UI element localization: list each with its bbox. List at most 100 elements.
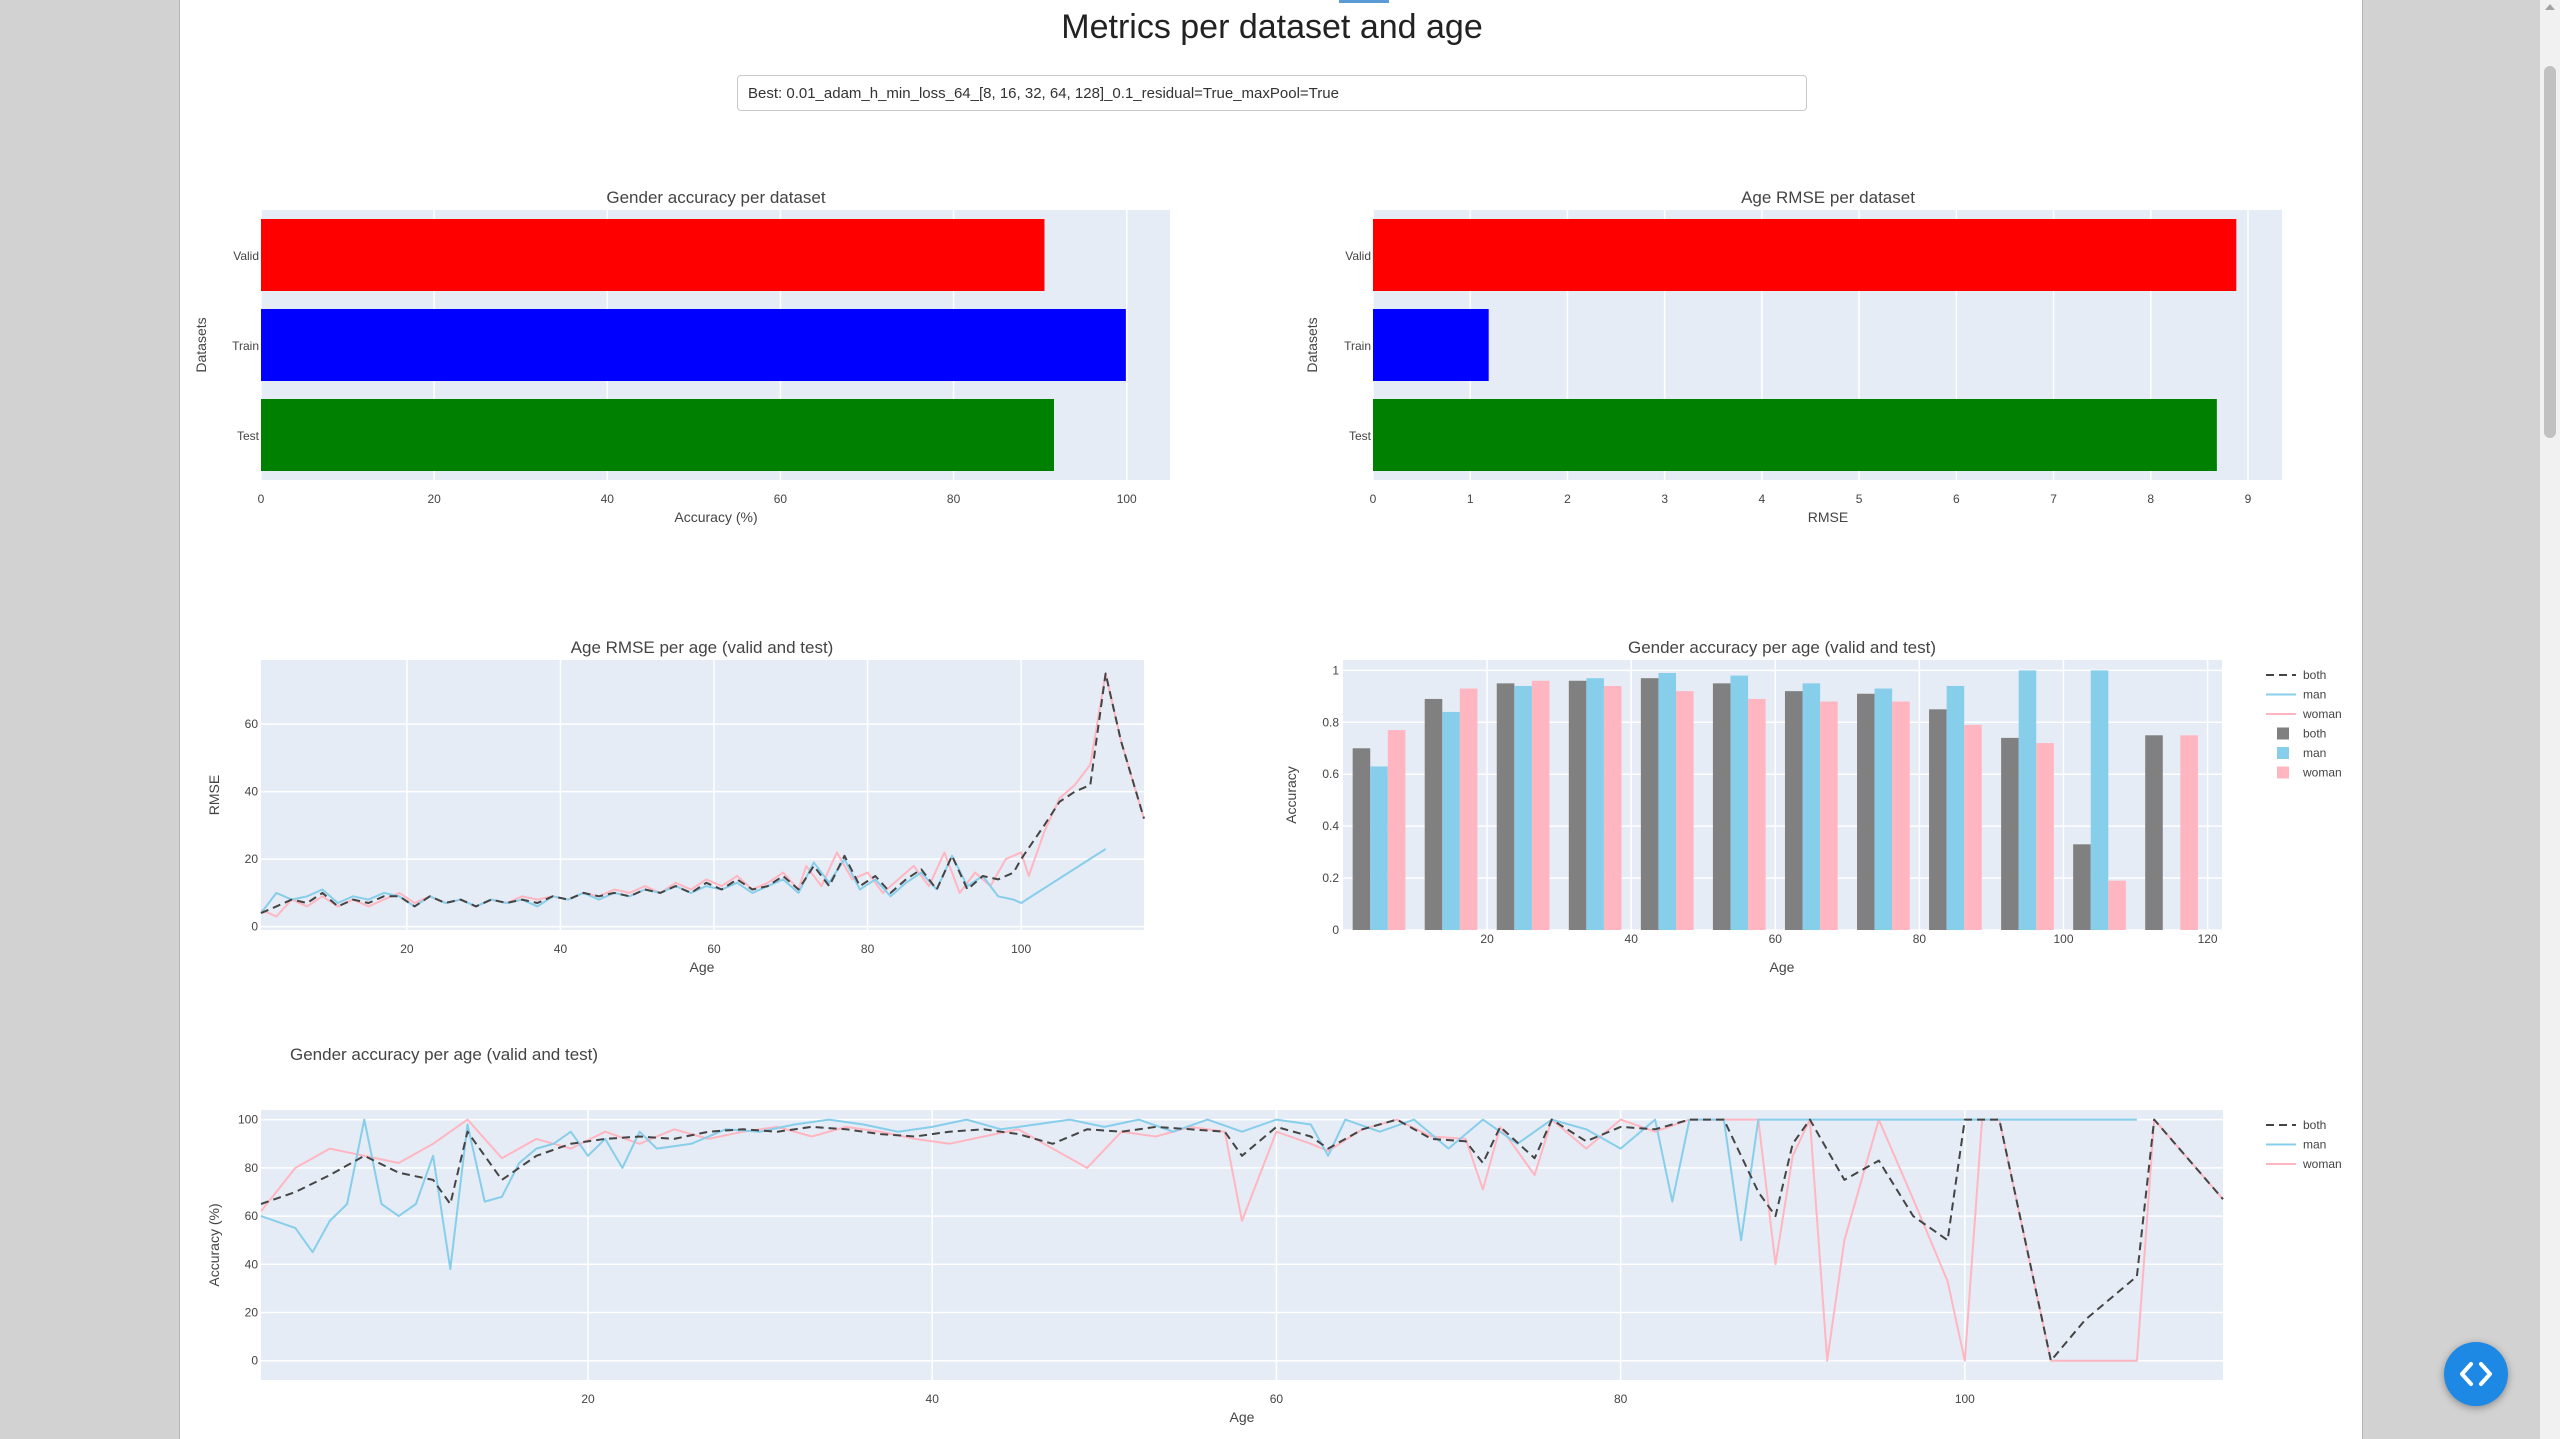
active-tab-indicator <box>1339 0 1389 3</box>
legend-label: man <box>2303 746 2326 760</box>
bar-both <box>1424 698 1443 930</box>
bar <box>261 399 1054 471</box>
y-tick-label: 0.6 <box>1322 767 1339 781</box>
best-model-field[interactable] <box>737 75 1807 111</box>
y-tick-label: 80 <box>245 1161 259 1175</box>
bar-woman <box>1676 691 1694 930</box>
bar-man <box>1946 685 1965 930</box>
vertical-scrollbar[interactable] <box>2540 0 2560 1439</box>
x-tick-label: 80 <box>1913 932 1927 946</box>
y-tick-label: 20 <box>245 852 259 866</box>
x-tick-label: 80 <box>947 492 961 506</box>
bar-woman <box>1820 701 1838 930</box>
chart-2: Age RMSE per age (valid and test) Age RMSE… <box>206 638 1145 975</box>
y-tick-label: 0 <box>251 1354 258 1368</box>
y-tick-label: 60 <box>245 1209 259 1223</box>
legend-label: woman <box>2302 1157 2342 1171</box>
x-tick-label: 6 <box>1953 492 1960 506</box>
plot-area <box>261 1110 2223 1380</box>
chart-3: Gender accuracy per age (valid and test)… <box>1283 638 2342 975</box>
bar-both <box>2073 844 2091 930</box>
bar <box>1373 219 2237 291</box>
x-tick-label: 2 <box>1564 492 1571 506</box>
code-toggle-button[interactable] <box>2444 1342 2508 1406</box>
bar-woman <box>1531 680 1550 930</box>
x-tick-label: 8 <box>2147 492 2154 506</box>
x-axis-label: Age <box>690 959 715 975</box>
y-tick-label: Valid <box>233 249 259 263</box>
x-tick-label: 20 <box>581 1392 595 1406</box>
y-tick-label: 0.2 <box>1322 871 1339 885</box>
bar-man <box>1874 688 1893 930</box>
x-tick-label: 60 <box>1769 932 1783 946</box>
bar-both <box>1496 683 1515 930</box>
legend-label: both <box>2303 1118 2326 1132</box>
x-tick-label: 100 <box>1011 942 1031 956</box>
x-axis-label: Age <box>1770 959 1795 975</box>
legend-swatch <box>2277 747 2289 759</box>
bar-both <box>1857 693 1875 930</box>
y-tick-label: Test <box>1349 429 1372 443</box>
bar-woman <box>1892 701 1910 930</box>
bar-both <box>1929 709 1947 930</box>
legend-label: man <box>2303 688 2326 702</box>
bar-both <box>2001 737 2019 930</box>
y-tick-label: Valid <box>1345 249 1371 263</box>
y-tick-label: 100 <box>238 1113 258 1127</box>
bar-man <box>1730 675 1749 930</box>
bar-man <box>1514 685 1532 930</box>
x-tick-label: 100 <box>1117 492 1137 506</box>
y-tick-label: 60 <box>245 717 259 731</box>
x-tick-label: 60 <box>707 942 721 956</box>
bar-man <box>1658 672 1677 930</box>
chart-4: Gender accuracy per age (valid and test)… <box>206 1045 2342 1425</box>
bar-man <box>1802 683 1821 930</box>
x-tick-label: 20 <box>1480 932 1494 946</box>
bar-woman <box>1603 685 1622 930</box>
x-tick-label: 0 <box>1370 492 1377 506</box>
x-tick-label: 20 <box>427 492 441 506</box>
bar-man <box>2090 670 2109 930</box>
chart-title: Age RMSE per age (valid and test) <box>571 638 834 657</box>
y-axis-label: Accuracy (%) <box>206 1203 222 1286</box>
y-axis-label: Datasets <box>193 317 209 372</box>
y-tick-label: 40 <box>245 1257 259 1271</box>
y-tick-label: Test <box>237 429 260 443</box>
y-tick-label: 0 <box>1332 923 1339 937</box>
x-tick-label: 60 <box>1270 1392 1284 1406</box>
x-tick-label: 40 <box>554 942 568 956</box>
bar-both <box>1640 678 1659 930</box>
y-axis-label: Accuracy <box>1283 766 1299 824</box>
plot-area <box>261 660 1144 930</box>
bar-woman <box>1964 724 1982 930</box>
chart-title: Gender accuracy per dataset <box>606 188 826 207</box>
scroll-up-arrow-icon[interactable] <box>2545 4 2555 10</box>
bar-woman <box>1387 730 1406 930</box>
x-tick-label: 9 <box>2245 492 2252 506</box>
bar-woman <box>2108 880 2126 930</box>
bar-woman <box>2180 735 2198 930</box>
x-axis-label: Accuracy (%) <box>674 509 757 525</box>
x-tick-label: 3 <box>1661 492 1668 506</box>
bar-both <box>1352 748 1371 930</box>
x-tick-label: 80 <box>1614 1392 1628 1406</box>
x-tick-label: 5 <box>1856 492 1863 506</box>
x-tick-label: 120 <box>2198 932 2218 946</box>
y-tick-label: 1 <box>1332 663 1339 677</box>
x-axis-label: Age <box>1230 1409 1255 1425</box>
bar <box>1373 399 2217 471</box>
chart-1: Age RMSE per dataset RMSE Datasets 0 1 2 3 4 5 6 7… <box>1304 188 2282 525</box>
y-tick-label: Train <box>1344 339 1371 353</box>
bar-man <box>1586 678 1604 930</box>
bar <box>261 219 1045 291</box>
legend-label: both <box>2303 668 2326 682</box>
chart-title: Gender accuracy per age (valid and test) <box>290 1045 598 1064</box>
legend-label: woman <box>2302 707 2342 721</box>
scrollbar-thumb[interactable] <box>2544 66 2556 438</box>
y-tick-label: 0 <box>251 920 258 934</box>
legend-label: both <box>2303 727 2326 741</box>
page-title: Metrics per dataset and age <box>1061 8 1483 46</box>
x-tick-label: 0 <box>258 492 265 506</box>
x-tick-label: 40 <box>1625 932 1639 946</box>
